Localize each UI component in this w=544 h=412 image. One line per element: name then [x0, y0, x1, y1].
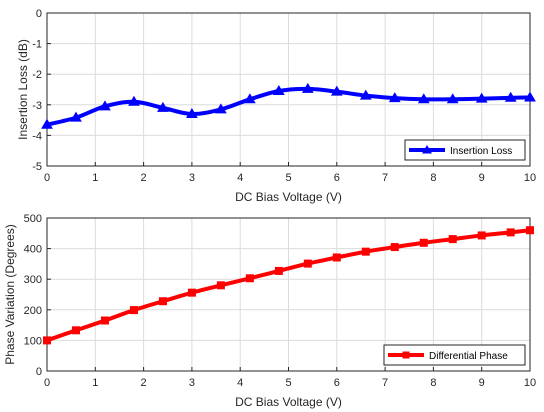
legend-box-0	[404, 139, 526, 161]
y-tick-label: 200	[24, 305, 42, 317]
data-point-marker	[158, 297, 167, 306]
data-point-marker	[245, 274, 254, 283]
x-tick-label: 8	[430, 172, 436, 184]
data-point-marker	[419, 238, 428, 247]
x-axis-label: DC Bias Voltage (V)	[235, 190, 342, 204]
data-point-marker	[448, 235, 457, 244]
y-tick-label: -4	[32, 130, 42, 142]
legend-box-1	[383, 344, 526, 366]
data-point-marker	[446, 93, 459, 104]
y-tick-label: 100	[24, 335, 42, 347]
y-tick-label: 400	[24, 244, 42, 256]
y-axis-label: Insertion Loss (dB)	[16, 39, 30, 140]
x-tick-label: 10	[524, 172, 536, 184]
y-tick-label: 0	[36, 8, 42, 20]
data-point-marker	[215, 103, 227, 114]
data-point-marker	[43, 336, 51, 345]
data-point-marker	[390, 243, 399, 252]
data-point-marker	[504, 91, 517, 102]
y-axis-label: Phase Variation (Degrees)	[3, 224, 17, 365]
x-tick-label: 5	[285, 377, 291, 389]
axes-frame-1	[46, 217, 531, 372]
data-point-marker	[274, 266, 283, 275]
x-tick-label: 10	[524, 377, 536, 389]
data-point-marker	[388, 92, 401, 103]
data-point-marker	[477, 231, 486, 240]
data-point-marker	[187, 288, 196, 297]
y-tick-label: 300	[24, 274, 42, 286]
data-point-marker	[524, 91, 536, 102]
data-point-marker	[361, 247, 370, 256]
legend-label: Insertion Loss	[450, 146, 512, 157]
x-tick-label: 0	[44, 172, 50, 184]
x-tick-label: 0	[44, 377, 50, 389]
x-tick-label: 6	[334, 172, 340, 184]
x-tick-label: 2	[141, 377, 147, 389]
axes-frame-0	[46, 12, 531, 167]
data-point-marker	[71, 326, 80, 335]
data-point-marker	[272, 85, 285, 96]
data-point-marker	[129, 306, 138, 315]
y-tick-label: -2	[32, 69, 42, 81]
x-tick-label: 1	[92, 172, 98, 184]
y-tick-label: -1	[32, 39, 42, 51]
data-point-marker	[41, 118, 53, 129]
legend-swatch-marker	[402, 351, 410, 359]
data-point-marker	[417, 93, 430, 104]
data-point-marker	[99, 100, 111, 111]
x-tick-label: 5	[285, 172, 291, 184]
x-tick-label: 2	[141, 172, 147, 184]
x-tick-label: 4	[237, 172, 243, 184]
x-tick-label: 7	[382, 172, 388, 184]
data-point-marker	[216, 281, 225, 290]
x-tick-label: 8	[430, 377, 436, 389]
data-point-marker	[330, 85, 343, 96]
x-tick-label: 9	[479, 377, 485, 389]
data-point-marker	[359, 89, 372, 100]
data-point-marker	[70, 111, 82, 122]
x-tick-label: 1	[92, 377, 98, 389]
x-tick-label: 9	[479, 172, 485, 184]
data-point-marker	[157, 101, 169, 112]
y-tick-label: -3	[32, 100, 42, 112]
data-point-marker	[526, 226, 534, 235]
data-point-marker	[301, 82, 314, 93]
data-point-marker	[243, 93, 256, 104]
y-tick-label: -5	[32, 161, 42, 173]
data-point-marker	[186, 107, 198, 118]
data-point-marker	[475, 92, 488, 103]
x-tick-label: 4	[237, 377, 243, 389]
x-tick-label: 7	[382, 377, 388, 389]
data-point-marker	[332, 253, 341, 262]
x-tick-label: 6	[334, 377, 340, 389]
data-point-marker	[128, 95, 140, 106]
x-axis-label: DC Bias Voltage (V)	[235, 395, 342, 409]
data-point-marker	[506, 228, 515, 237]
legend-label: Differential Phase	[429, 351, 508, 362]
legend-swatch-marker	[422, 145, 432, 154]
x-tick-label: 3	[189, 172, 195, 184]
y-tick-label: 500	[24, 213, 42, 225]
x-tick-label: 3	[189, 377, 195, 389]
y-tick-label: 0	[36, 366, 42, 378]
data-point-marker	[100, 316, 109, 325]
data-point-marker	[303, 259, 312, 268]
